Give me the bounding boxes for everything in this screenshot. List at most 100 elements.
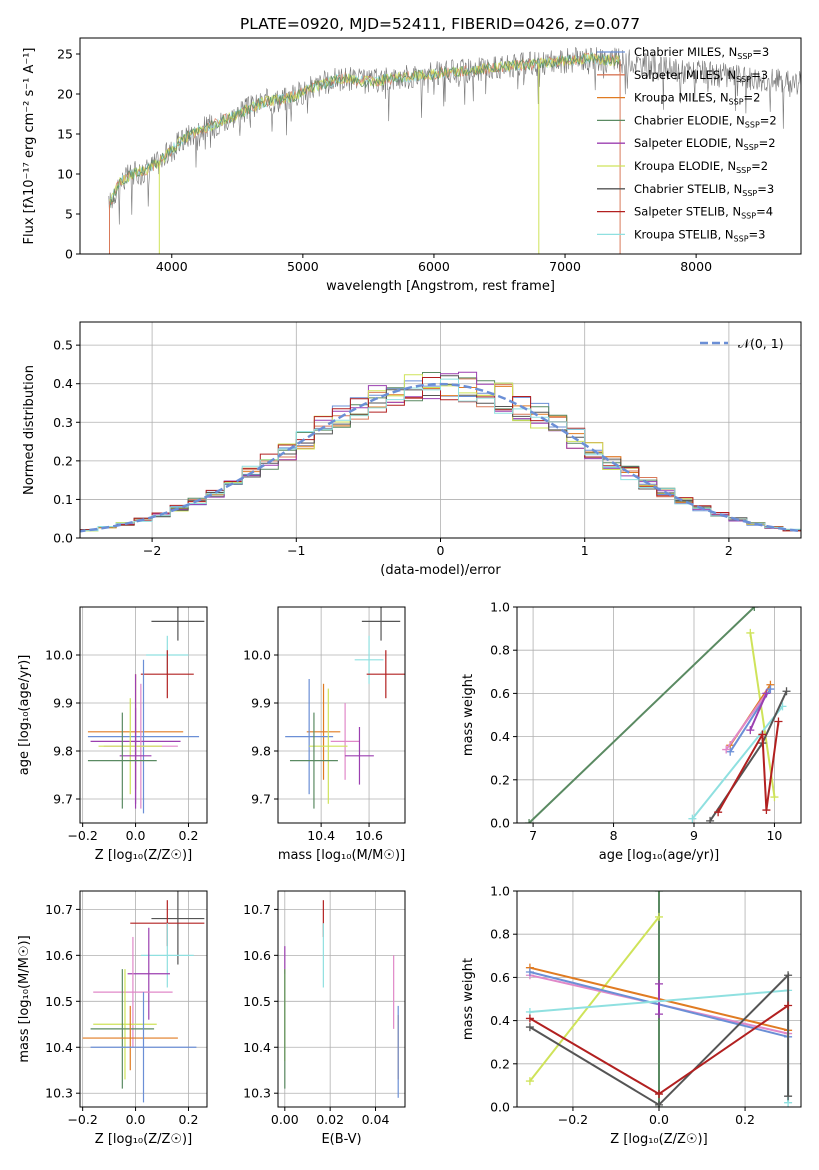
plot-area [284, 900, 399, 1098]
y-tick-label: 9.8 [251, 744, 271, 759]
x-tick-label: −1 [287, 543, 305, 558]
x-axis-label: Z [log₁₀(Z/Z☉)] [610, 1132, 707, 1147]
spectrum-legend: Chabrier MILES, NSSP=3 Salpeter MILES, NS… [597, 45, 777, 243]
x-tick-label: 8 [610, 828, 618, 843]
legend-label: Chabrier ELODIE, NSSP=2 [634, 113, 777, 129]
y-tick-label: 1.0 [490, 884, 510, 899]
axes-frame [277, 890, 406, 1108]
x-tick-label: −2 [143, 543, 161, 558]
y-axis-label: mass weight [461, 958, 476, 1040]
x-tick-label: 4000 [156, 259, 188, 274]
y-tick-label: 10 [57, 167, 73, 182]
y-tick-label: 0.0 [490, 816, 510, 831]
series-line-kroupa_elodie [749, 632, 776, 798]
y-tick-label: 0.8 [490, 927, 510, 942]
figure-title: PLATE=0920, MJD=52411, FIBERID=0426, z=0… [240, 15, 640, 33]
series-marker [746, 628, 755, 637]
axes-frame [79, 37, 802, 255]
legend-label: Kroupa MILES, NSSP=2 [634, 91, 760, 107]
y-tick-label: 0.6 [490, 970, 510, 985]
axes-frame [516, 606, 802, 824]
y-tick-label: 10.0 [45, 648, 73, 663]
x-tick-label: 0 [437, 543, 445, 558]
series-marker [770, 793, 779, 802]
x-tick-label: 0.02 [316, 1112, 344, 1127]
plot-area [525, 891, 793, 1107]
series-line-salpeter_stelib [717, 721, 780, 813]
legend-label: Kroupa ELODIE, NSSP=2 [634, 159, 768, 175]
legend-label: Chabrier MILES, NSSP=3 [634, 45, 769, 61]
y-tick-label: 10.3 [45, 1086, 73, 1101]
series-line-salpeter_elodie [749, 692, 768, 731]
x-tick-label: 8000 [680, 259, 712, 274]
y-tick-label: 10.5 [45, 994, 73, 1009]
axes-frame [277, 606, 406, 824]
plot-area [285, 607, 405, 809]
y-tick-label: 0.4 [53, 376, 73, 391]
y-tick-label: 0 [65, 247, 73, 262]
x-axis-label: Z [log₁₀(Z/Z☉)] [95, 1132, 192, 1147]
series-marker [655, 912, 663, 921]
plot-age_vs_mass: 10.4 10.6 9.7 9.8 9.9 10.0 mass [log₁₀(M/M☉)] [243, 606, 406, 863]
series-marker [655, 891, 663, 895]
x-axis-label: E(B-V) [321, 1132, 361, 1147]
series-line-pink [725, 692, 768, 751]
y-tick-label: 15 [57, 127, 73, 142]
axes-frame [79, 606, 208, 824]
series-marker [655, 1090, 663, 1099]
series-marker [525, 819, 534, 823]
legend-label: Kroupa STELIB, NSSP=3 [634, 227, 765, 243]
series-marker [726, 747, 735, 756]
x-tick-label: 0.0 [126, 828, 146, 843]
series-marker [758, 730, 767, 739]
y-tick-label: 9.9 [53, 696, 73, 711]
series-marker [784, 1092, 793, 1101]
x-tick-label: −0.2 [558, 1112, 588, 1127]
y-tick-label: 10.7 [243, 902, 271, 917]
y-tick-label: 20 [57, 87, 73, 102]
y-tick-label: 0.4 [490, 729, 510, 744]
x-axis-label: wavelength [Angstrom, rest frame] [326, 279, 555, 294]
x-tick-label: 0.0 [126, 1112, 146, 1127]
plot-spectrum: 4000 5000 6000 7000 8000 0 5 10 15 20 25 wavelength… [22, 37, 802, 294]
x-tick-label: 7000 [549, 259, 581, 274]
figure-plots: 4000 5000 6000 7000 80000510152025wavelength… [17, 37, 802, 1147]
x-tick-label: 0.0 [649, 1112, 669, 1127]
histogram-legend: 𝒩(0, 1) [700, 336, 784, 351]
normal-curve-line [80, 382, 801, 533]
x-tick-label: 6000 [418, 259, 450, 274]
series-marker [525, 1014, 534, 1023]
series-line-chabrier_stelib [709, 690, 788, 822]
observed-spectrum-line [108, 47, 801, 225]
plot-area [108, 47, 801, 254]
x-tick-label: 7 [529, 828, 537, 843]
series-marker [655, 1010, 663, 1019]
model-spectrum-line-chabrier_elodie [109, 52, 621, 208]
legend-label: 𝒩(0, 1) [738, 336, 784, 351]
x-tick-label: −0.2 [67, 1112, 97, 1127]
y-tick-label: 10.7 [45, 902, 73, 917]
x-tick-label: 10 [766, 828, 782, 843]
x-tick-label: −0.2 [67, 828, 97, 843]
x-tick-label: 0.04 [362, 1112, 390, 1127]
series-line-chabrier_elodie [528, 607, 755, 823]
x-tick-label: 0.2 [179, 1112, 199, 1127]
axes-frame [79, 890, 208, 1108]
legend-label: Salpeter ELODIE, NSSP=2 [634, 136, 776, 152]
series-marker [525, 968, 534, 976]
y-axis-label: Normed distribution [22, 365, 37, 495]
series-marker [782, 687, 791, 696]
x-tick-label: 0.00 [271, 1112, 299, 1127]
y-tick-label: 9.9 [251, 696, 271, 711]
y-tick-label: 0.2 [490, 1056, 510, 1071]
series-line-kroupa_elodie [529, 916, 660, 1082]
y-tick-label: 9.8 [53, 744, 73, 759]
x-tick-label: 0.2 [179, 828, 199, 843]
y-tick-label: 9.7 [53, 792, 73, 807]
y-axis-label: mass weight [461, 674, 476, 756]
y-tick-label: 10.3 [243, 1086, 271, 1101]
x-tick-label: 2 [725, 543, 733, 558]
y-tick-label: 0.2 [53, 453, 73, 468]
y-tick-label: 0.1 [53, 492, 73, 507]
